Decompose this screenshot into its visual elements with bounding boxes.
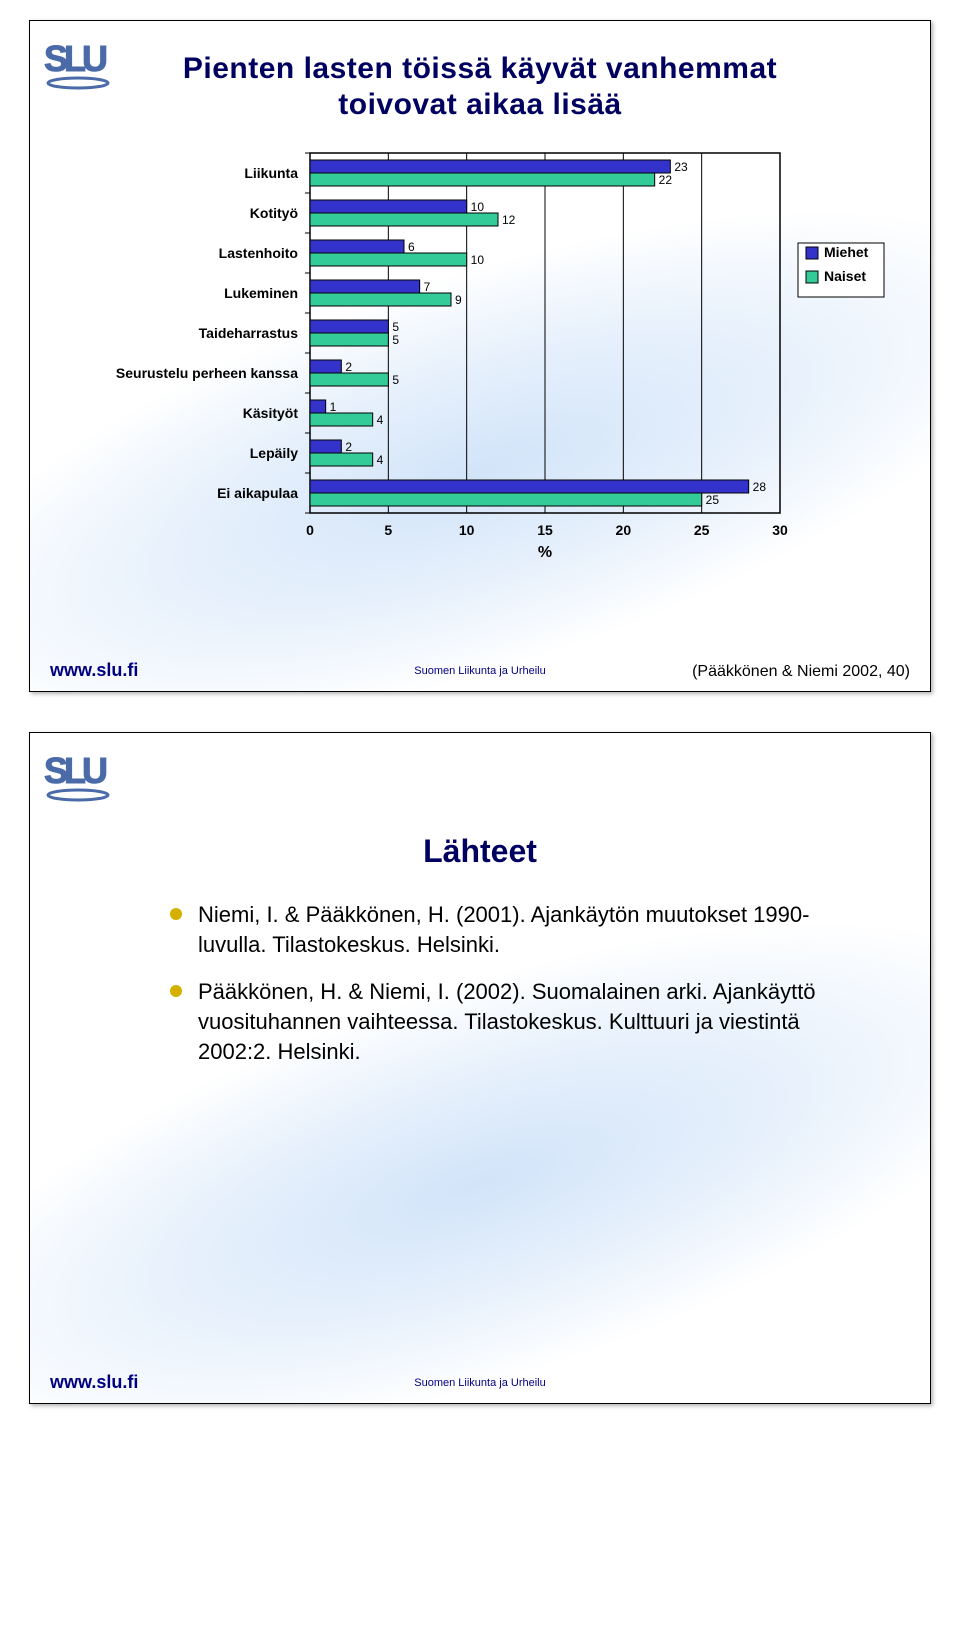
sources-title: Lähteet (70, 833, 890, 870)
svg-text:22: 22 (659, 173, 673, 187)
svg-text:9: 9 (455, 293, 462, 307)
svg-text:7: 7 (424, 280, 431, 294)
svg-text:20: 20 (616, 522, 632, 538)
title-line-1: Pienten lasten töissä käyvät vanhemmat (183, 52, 777, 85)
svg-text:Käsityöt: Käsityöt (243, 405, 299, 421)
svg-text:30: 30 (772, 522, 788, 538)
title-line-2: toivovat aikaa lisää (70, 87, 890, 123)
svg-text:5: 5 (392, 333, 399, 347)
svg-text:23: 23 (674, 160, 688, 174)
source-item: Niemi, I. & Pääkkönen, H. (2001). Ajankä… (170, 900, 830, 959)
source-item: Pääkkönen, H. & Niemi, I. (2002). Suomal… (170, 977, 830, 1066)
svg-text:5: 5 (384, 522, 392, 538)
slide-chart: SLU Pienten lasten töissä käyvät vanhemm… (29, 20, 931, 692)
svg-text:Taideharrastus: Taideharrastus (199, 325, 299, 341)
svg-text:1: 1 (330, 400, 337, 414)
slu-logo: SLU (44, 747, 112, 803)
svg-text:Lukeminen: Lukeminen (224, 285, 298, 301)
svg-text:Liikunta: Liikunta (244, 165, 298, 181)
svg-text:25: 25 (694, 522, 710, 538)
bar-chart: 051015202530Liikunta2322Kotityö1012Laste… (80, 143, 900, 563)
svg-text:4: 4 (377, 413, 384, 427)
svg-text:2: 2 (345, 440, 352, 454)
sources-list: Niemi, I. & Pääkkönen, H. (2001). Ajankä… (130, 900, 830, 1066)
svg-text:Lepäily: Lepäily (250, 445, 298, 461)
svg-text:5: 5 (392, 320, 399, 334)
svg-text:6: 6 (408, 240, 415, 254)
chart-container: 051015202530Liikunta2322Kotityö1012Laste… (80, 143, 880, 563)
svg-text:5: 5 (392, 373, 399, 387)
svg-text:25: 25 (706, 493, 720, 507)
footer-citation: (Pääkkönen & Niemi 2002, 40) (692, 663, 910, 681)
svg-text:28: 28 (753, 480, 767, 494)
svg-text:4: 4 (377, 453, 384, 467)
svg-text:Naiset: Naiset (824, 268, 866, 284)
svg-text:Miehet: Miehet (824, 244, 869, 260)
svg-text:10: 10 (459, 522, 475, 538)
svg-text:15: 15 (537, 522, 553, 538)
svg-text:Lastenhoito: Lastenhoito (219, 245, 298, 261)
svg-text:Seurustelu perheen kanssa: Seurustelu perheen kanssa (116, 365, 298, 381)
svg-text:10: 10 (471, 200, 485, 214)
slide-title: Pienten lasten töissä käyvät vanhemmat t… (70, 51, 890, 123)
svg-text:10: 10 (471, 253, 485, 267)
svg-text:2: 2 (345, 360, 352, 374)
slide-sources: 6 SLU Lähteet Niemi, I. & Pääkkönen, H. … (29, 732, 931, 1404)
svg-text:12: 12 (502, 213, 516, 227)
svg-text:%: % (538, 544, 552, 561)
svg-text:0: 0 (306, 522, 314, 538)
svg-text:Kotityö: Kotityö (250, 205, 298, 221)
svg-text:SLU: SLU (44, 750, 106, 791)
footer-org: Suomen Liikunta ja Urheilu (30, 1377, 930, 1389)
svg-text:Ei aikapulaa: Ei aikapulaa (217, 485, 298, 501)
